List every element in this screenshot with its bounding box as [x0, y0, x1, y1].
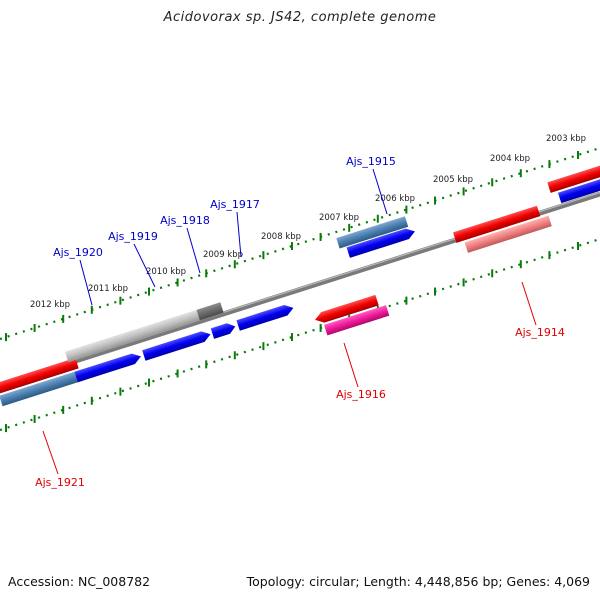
gene-leader-line [236, 211, 242, 258]
gene-ajs-1920-grey [64, 309, 200, 363]
gene-ajs-1914-red [453, 205, 541, 243]
tick-labels: 2003 kbp 2004 kbp 2005 kbp 2006 kbp 2007 kbp… [30, 134, 586, 310]
major-ticks [5, 151, 579, 433]
gene-ajs-1915-blue [346, 228, 415, 258]
gene-ajs-1914-salmon [464, 215, 552, 253]
gene-label: Ajs_1919 [108, 230, 158, 243]
gene-partial-blue [557, 174, 600, 204]
tick-label: 2006 kbp [375, 194, 415, 204]
tick-label: 2011 kbp [88, 284, 128, 294]
gene-ajs-1919-blue [142, 331, 211, 361]
gene-leader-line [186, 227, 201, 274]
tick-label: 2008 kbp [261, 232, 301, 242]
gene-label: Ajs_1914 [515, 326, 565, 339]
tick-label: 2007 kbp [319, 213, 359, 223]
tick-label: 2012 kbp [30, 300, 70, 310]
gene-leader-line [133, 243, 156, 288]
gene-ajs-1918-blue [210, 323, 236, 339]
tick-track-inner [0, 237, 600, 432]
gene-label: Ajs_1915 [346, 155, 396, 168]
tick-label: 2010 kbp [146, 267, 186, 277]
accession-text: Accession: NC_008782 [8, 574, 151, 589]
gene-leader-line [521, 281, 537, 326]
gene-label: Ajs_1921 [35, 476, 85, 489]
gene-features [0, 164, 600, 407]
gene-ajs-1920-blue [74, 353, 141, 383]
gene-leader-line [42, 430, 59, 475]
gene-leader-line [343, 342, 359, 388]
gene-label: Ajs_1917 [210, 198, 260, 211]
gene-ajs-1916-pink [324, 305, 390, 336]
gene-ajs-1921-red [0, 357, 79, 394]
gene-leader-line [372, 168, 388, 215]
tick-track-outer [0, 146, 600, 341]
map-title: Acidovorax sp. JS42, complete genome [163, 10, 437, 25]
gene-ajs-1917-blue [236, 305, 294, 331]
tick-label: 2004 kbp [490, 154, 530, 164]
gene-label: Ajs_1918 [160, 214, 210, 227]
genome-summary-text: Topology: circular; Length: 4,448,856 bp… [246, 574, 590, 589]
gene-partial-red [547, 164, 600, 193]
gene-leader-line [79, 259, 93, 306]
gene-ajs-1916-red [315, 294, 379, 323]
gene-ajs-1921-steel [0, 369, 85, 407]
gene-label: Ajs_1920 [53, 246, 103, 259]
tick-label: 2003 kbp [546, 134, 586, 144]
tick-label: 2009 kbp [203, 250, 243, 260]
gene-ajs-1918-dgrey [196, 302, 224, 321]
tick-label: 2005 kbp [433, 175, 473, 185]
gene-label: Ajs_1916 [336, 388, 386, 401]
gene-labels: Ajs_1914 Ajs_1915 Ajs_1916 Ajs_1917Ajs_1918… [35, 155, 565, 489]
gene-ajs-1915-steel [336, 216, 409, 249]
